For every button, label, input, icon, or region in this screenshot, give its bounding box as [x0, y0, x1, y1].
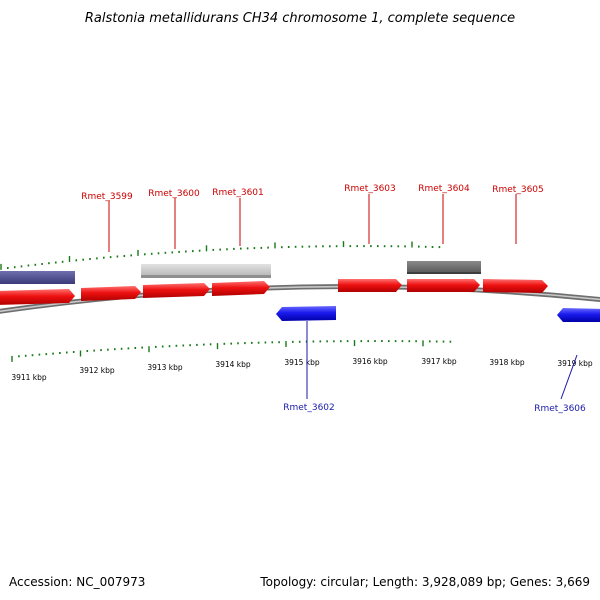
gene-arrow-reverse [276, 306, 336, 321]
feature-bar [141, 264, 271, 277]
forward-gene-track [0, 279, 548, 305]
tick-label: 3915 kbp [284, 358, 320, 367]
gene-arrow-forward [81, 286, 141, 301]
gene-label-leaders [108, 194, 578, 400]
gene-label: Rmet_3601 [212, 188, 264, 198]
gene-label: Rmet_3604 [418, 184, 470, 194]
outer-tick-arc [0, 241, 441, 270]
tick-label: 3917 kbp [421, 357, 457, 366]
gene-labels: Rmet_3599 Rmet_3600 Rmet_3601 Rmet_3602 … [81, 184, 586, 414]
gene-label: Rmet_3603 [344, 184, 396, 194]
map-title: Ralstonia metallidurans CH34 chromosome … [85, 11, 515, 26]
gene-arrow-forward [212, 281, 270, 296]
feature-bar [0, 271, 75, 284]
accession-text: Accession: NC_007973 [9, 575, 145, 589]
feature-track [0, 261, 481, 284]
gene-label: Rmet_3602 [283, 403, 335, 413]
tick-label: 3916 kbp [352, 357, 388, 366]
gene-arrow-reverse [557, 308, 600, 322]
gene-label: Rmet_3600 [148, 189, 200, 199]
reverse-gene-track [276, 306, 600, 322]
tick-label: 3913 kbp [147, 363, 183, 372]
tick-label: 3911 kbp [11, 373, 47, 382]
gene-arrow-forward [0, 289, 75, 305]
inner-tick-arc [11, 340, 452, 362]
feature-bar [407, 261, 481, 274]
feature-bar [407, 272, 481, 274]
gene-arrow-forward [338, 279, 402, 292]
gene-arrow-forward [143, 283, 210, 298]
tick-label: 3914 kbp [215, 360, 251, 369]
gene-label: Rmet_3605 [492, 185, 544, 195]
leader-line [560, 354, 578, 400]
gene-label: Rmet_3606 [534, 404, 586, 414]
position-scale: 3911 kbp 3912 kbp 3913 kbp 3914 kbp 3915… [11, 357, 593, 382]
tick-label: 3918 kbp [489, 358, 525, 367]
gene-arrow-forward [483, 279, 548, 293]
gene-arrow-forward [407, 279, 480, 292]
summary-text: Topology: circular; Length: 3,928,089 bp… [259, 575, 590, 589]
tick-label: 3912 kbp [79, 366, 115, 375]
tick-label: 3919 kbp [557, 359, 593, 368]
feature-bar [141, 275, 271, 278]
gene-label: Rmet_3599 [81, 192, 133, 202]
